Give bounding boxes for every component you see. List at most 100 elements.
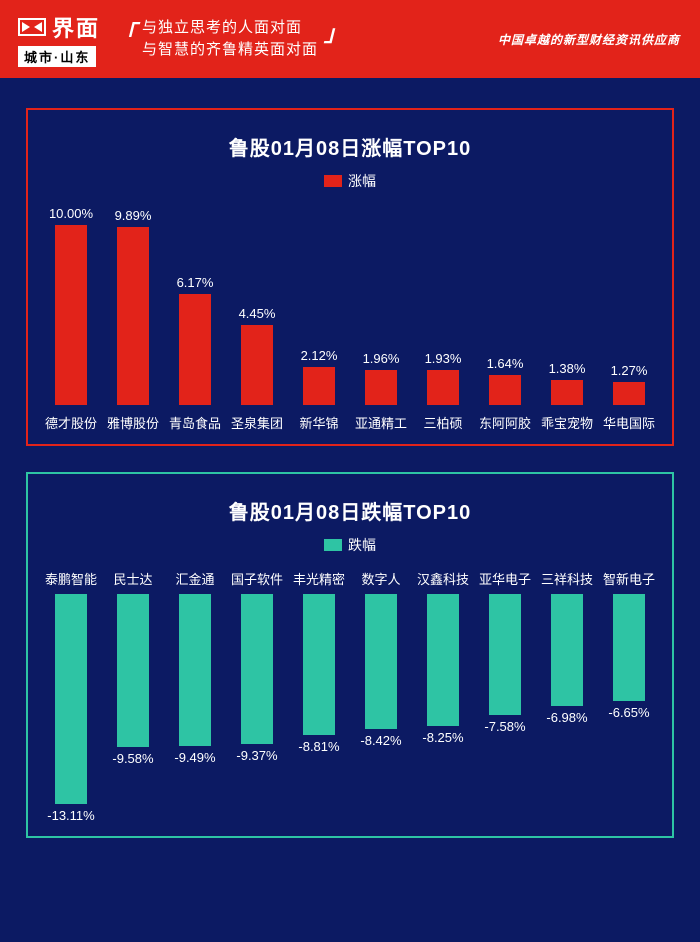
x-axis-label: 三祥科技 [536,569,598,588]
bar-rect [303,594,335,735]
x-axis-label: 汇金通 [164,569,226,588]
bar-value-label: -8.81% [298,739,339,754]
tagline-line1: 与独立思考的人面对面 [142,17,318,40]
bar-col: 1.64% [474,356,536,405]
bar-value-label: 1.27% [611,363,648,378]
bar-value-label: 4.45% [239,306,276,321]
bar-col: 2.12% [288,348,350,405]
losers-chart: 泰鹏智能民士达汇金通国子软件丰光精密数字人汉鑫科技亚华电子三祥科技智新电子 -1… [40,569,660,824]
bar-value-label: -8.25% [422,730,463,745]
bar-rect [613,594,645,701]
body: 鲁股01月08日涨幅TOP10 涨幅 10.00% 9.89% 6.17% 4.45%… [0,78,700,942]
x-axis-label: 汉鑫科技 [412,569,474,588]
bar-col: 10.00% [40,206,102,405]
bar-col: 4.45% [226,306,288,405]
gainers-legend-swatch [324,175,342,187]
bar-rect [489,594,521,715]
bar-rect [179,294,211,405]
gainers-bars: 10.00% 9.89% 6.17% 4.45% 2.12% 1.96% 1.93% 1.64… [40,205,660,405]
x-axis-label: 泰鹏智能 [40,569,102,588]
x-axis-label: 华电国际 [598,413,660,432]
x-axis-label: 丰光精密 [288,569,350,588]
x-axis-label: 东阿阿胶 [474,413,536,432]
bar-value-label: 9.89% [115,208,152,223]
bar-col: 1.38% [536,361,598,405]
bar-col: -6.98% [536,594,598,725]
bar-col: -8.25% [412,594,474,745]
bar-value-label: -9.49% [174,750,215,765]
bar-rect [241,325,273,405]
bar-rect [613,382,645,405]
bar-col: 1.27% [598,363,660,405]
x-axis-label: 雅博股份 [102,413,164,432]
bar-rect [365,594,397,729]
bar-value-label: 1.93% [425,351,462,366]
quote-close-icon: 」 [318,17,352,50]
x-axis-label: 乖宝宠物 [536,413,598,432]
bar-rect [117,594,149,747]
bar-col: -8.81% [288,594,350,754]
bar-rect [117,227,149,405]
gainers-chart: 10.00% 9.89% 6.17% 4.45% 2.12% 1.96% 1.93% 1.64… [40,205,660,432]
losers-bars: -13.11% -9.58% -9.49% -9.37% -8.81% -8.42% -8.… [40,594,660,824]
bar-value-label: 1.38% [549,361,586,376]
x-axis-label: 数字人 [350,569,412,588]
bar-value-label: 10.00% [49,206,93,221]
header-bar: 界面 城市·山东 「 与独立思考的人面对面 与智慧的齐鲁精英面对面 」 中国卓越… [0,0,700,78]
bar-rect [427,594,459,726]
x-axis-label: 民士达 [102,569,164,588]
tagline-line2: 与智慧的齐鲁精英面对面 [142,39,318,62]
bar-rect [55,594,87,804]
page: 界面 城市·山东 「 与独立思考的人面对面 与智慧的齐鲁精英面对面 」 中国卓越… [0,0,700,942]
x-axis-label: 国子软件 [226,569,288,588]
x-axis-label: 新华锦 [288,413,350,432]
bar-col: -13.11% [40,594,102,823]
bar-value-label: -9.37% [236,748,277,763]
bar-rect [489,375,521,405]
bar-rect [551,380,583,405]
bar-col: 1.96% [350,351,412,405]
x-axis-label: 圣泉集团 [226,413,288,432]
bar-value-label: 1.96% [363,351,400,366]
gainers-panel: 鲁股01月08日涨幅TOP10 涨幅 10.00% 9.89% 6.17% 4.45%… [26,108,674,446]
bar-col: 6.17% [164,275,226,405]
bar-col: -6.65% [598,594,660,720]
bar-rect [365,370,397,405]
bar-value-label: -9.58% [112,751,153,766]
gainers-legend: 涨幅 [40,171,660,191]
x-axis-label: 亚通精工 [350,413,412,432]
gainers-legend-text: 涨幅 [348,171,376,191]
bar-rect [551,594,583,706]
bar-rect [241,594,273,744]
bar-value-label: -6.98% [546,710,587,725]
bar-col: -9.37% [226,594,288,763]
logo-name: 界面 [52,11,100,43]
x-axis-label: 智新电子 [598,569,660,588]
bar-rect [55,225,87,405]
x-axis-label: 德才股份 [40,413,102,432]
bar-rect [303,367,335,405]
tagline: 「 与独立思考的人面对面 与智慧的齐鲁精英面对面 」 [108,17,352,62]
quote-open-icon: 「 [108,17,142,50]
bar-col: -9.49% [164,594,226,765]
losers-panel: 鲁股01月08日跌幅TOP10 跌幅 泰鹏智能民士达汇金通国子软件丰光精密数字人… [26,472,674,838]
losers-legend: 跌幅 [40,535,660,555]
bar-value-label: 1.64% [487,356,524,371]
losers-legend-text: 跌幅 [348,535,376,555]
x-axis-label: 青岛食品 [164,413,226,432]
bar-rect [179,594,211,746]
bar-col: -8.42% [350,594,412,748]
gainers-x-labels: 德才股份雅博股份青岛食品圣泉集团新华锦亚通精工三柏硕东阿阿胶乖宝宠物华电国际 [40,413,660,432]
bar-col: -7.58% [474,594,536,734]
bar-value-label: 2.12% [301,348,338,363]
bar-value-label: -7.58% [484,719,525,734]
gainers-title: 鲁股01月08日涨幅TOP10 [40,132,660,161]
bar-col: -9.58% [102,594,164,766]
logo-subtitle: 城市·山东 [18,46,96,67]
x-axis-label: 亚华电子 [474,569,536,588]
supplier-text: 中国卓越的新型财经资讯供应商 [498,31,680,48]
bar-col: 1.93% [412,351,474,405]
x-axis-label: 三柏硕 [412,413,474,432]
bar-value-label: -13.11% [47,808,94,823]
logo-block: 界面 城市·山东 [18,11,100,67]
